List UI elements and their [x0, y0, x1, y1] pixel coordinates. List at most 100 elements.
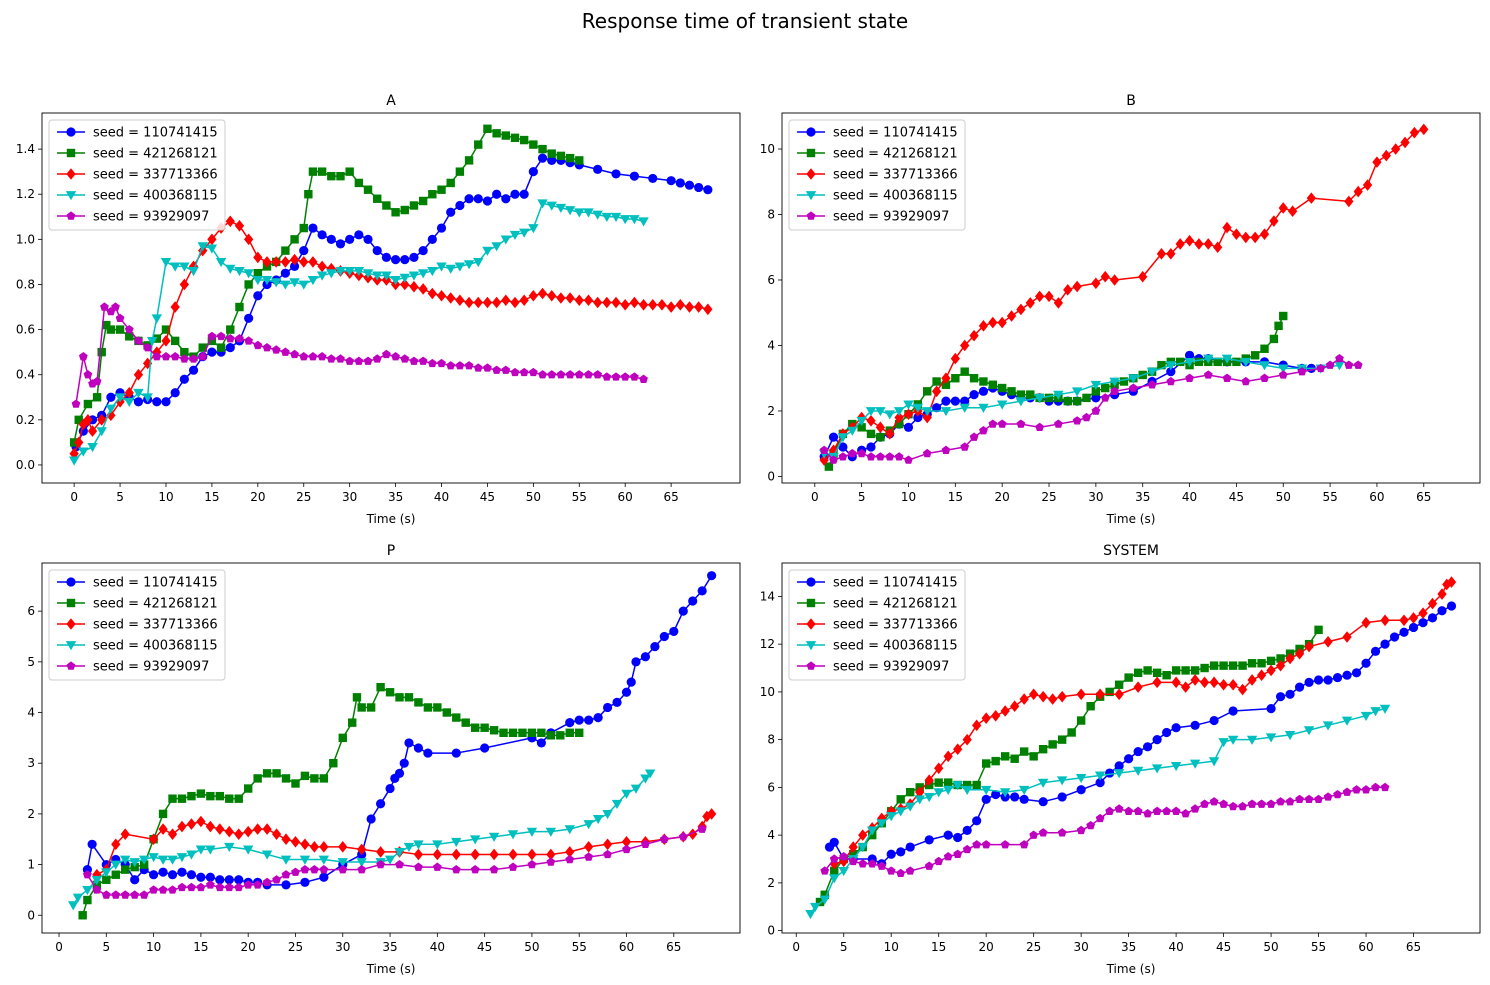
data-point — [960, 442, 970, 451]
data-point — [979, 426, 988, 435]
data-point — [186, 870, 197, 880]
data-point — [205, 820, 215, 833]
y-tick-label: 1 — [27, 858, 35, 872]
legend-marker — [66, 577, 76, 587]
data-point — [336, 354, 345, 363]
data-point — [1200, 663, 1209, 673]
data-point — [1166, 367, 1176, 377]
data-point — [592, 815, 604, 825]
data-point — [526, 827, 538, 837]
data-point — [133, 368, 144, 381]
data-point — [886, 805, 896, 818]
legend-entry: seed = 110741415 — [57, 576, 218, 591]
y-tick-label: 4 — [767, 828, 775, 842]
legend-label: seed = 421268121 — [93, 147, 218, 162]
data-point — [207, 336, 217, 346]
data-point — [138, 855, 150, 865]
data-point — [1278, 202, 1288, 214]
legend-marker — [806, 168, 816, 180]
data-point — [442, 708, 452, 717]
data-point — [261, 850, 273, 860]
data-point — [216, 331, 226, 341]
data-point — [1314, 794, 1323, 804]
data-point — [1016, 390, 1026, 399]
legend-label: seed = 337713366 — [833, 168, 958, 183]
series-2 — [78, 682, 584, 920]
series-5 — [820, 782, 1390, 878]
data-point — [451, 748, 461, 758]
data-point — [545, 827, 557, 837]
data-point — [962, 733, 972, 746]
legend: seed = 110741415 seed = 421268121 seed = 3… — [788, 569, 966, 681]
data-point — [376, 682, 385, 692]
data-point — [157, 855, 169, 865]
data-point — [819, 445, 829, 454]
data-point — [1257, 799, 1266, 808]
data-point — [158, 885, 168, 894]
data-point — [593, 296, 603, 309]
data-point — [111, 302, 120, 311]
x-tick-label: 55 — [572, 940, 587, 954]
y-tick-label: 1.0 — [16, 232, 35, 246]
data-point — [271, 828, 282, 840]
data-point — [848, 841, 858, 853]
series-4 — [805, 704, 1391, 920]
data-point — [1219, 799, 1228, 808]
data-point — [205, 880, 215, 889]
data-point — [1010, 792, 1020, 802]
data-point — [120, 855, 131, 865]
data-point — [409, 252, 419, 262]
data-point — [115, 325, 125, 334]
data-point — [176, 853, 188, 863]
data-point — [1019, 747, 1029, 756]
data-point — [299, 256, 309, 268]
data-point — [366, 703, 376, 712]
data-point — [905, 866, 915, 875]
data-point — [912, 403, 924, 413]
plot-area — [68, 124, 713, 466]
data-point — [1165, 361, 1177, 371]
data-point — [177, 794, 187, 803]
data-point — [527, 848, 537, 861]
data-point — [1010, 754, 1019, 763]
legend-marker — [66, 127, 76, 137]
data-point — [148, 853, 159, 863]
data-point — [409, 201, 419, 210]
data-point — [922, 448, 932, 458]
data-point — [564, 206, 576, 216]
data-point — [133, 388, 144, 398]
data-point — [289, 261, 300, 272]
data-point — [111, 890, 121, 899]
legend-marker — [806, 148, 816, 158]
data-point — [1351, 668, 1362, 678]
data-point — [102, 320, 111, 330]
data-point — [1109, 377, 1120, 387]
data-point — [291, 867, 300, 876]
data-point — [215, 258, 227, 268]
data-point — [1100, 393, 1110, 402]
data-point — [611, 372, 621, 381]
x-tick-label: 60 — [1358, 940, 1373, 954]
data-point — [124, 324, 134, 334]
data-point — [357, 865, 367, 874]
data-point — [170, 336, 180, 346]
data-point — [905, 842, 915, 852]
data-point — [327, 171, 336, 181]
data-point — [224, 875, 234, 885]
legend-label: seed = 400368115 — [833, 639, 958, 654]
data-point — [130, 875, 140, 885]
data-point — [952, 781, 963, 791]
data-point — [432, 848, 442, 861]
data-point — [280, 268, 290, 278]
data-point — [583, 208, 594, 218]
data-point — [372, 354, 382, 363]
data-point — [418, 196, 428, 206]
data-point — [384, 855, 396, 865]
x-tick-label: 30 — [335, 940, 350, 954]
data-point — [546, 731, 556, 740]
data-point — [547, 370, 557, 379]
data-point — [1190, 666, 1200, 675]
data-point — [455, 200, 465, 211]
data-point — [1352, 785, 1361, 794]
data-point — [1053, 390, 1064, 400]
